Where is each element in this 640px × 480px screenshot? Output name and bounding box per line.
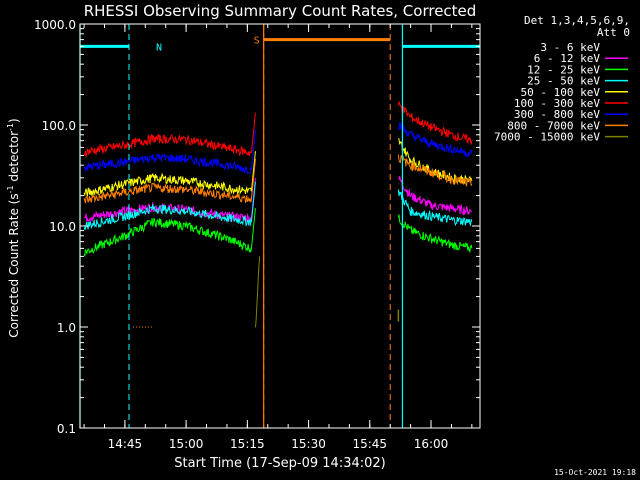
series-line	[83, 182, 252, 204]
series-line	[83, 204, 252, 230]
y-tick-label: 100.0	[42, 119, 76, 133]
x-tick-label: 15:45	[352, 437, 387, 451]
x-tick-label: 15:15	[230, 437, 265, 451]
x-axis-label: Start Time (17-Sep-09 14:34:02)	[174, 456, 385, 471]
series-line	[83, 217, 252, 257]
y-tick-label: 1.0	[57, 321, 76, 335]
legend-entry-label: 300 - 800 keV	[514, 108, 600, 121]
series-line	[83, 133, 252, 159]
series-spike	[250, 158, 256, 200]
plot-area: N S 0.1 1.0 10.0 100.0 1000.0 14:45 15:00 15:15 15…	[34, 18, 481, 451]
legend-entry-label: 100 - 300 keV	[514, 97, 600, 110]
legend-entry-label: 7000 - 15000 keV	[494, 131, 600, 144]
series-spike	[250, 112, 256, 153]
series-spike	[250, 208, 256, 249]
x-tick-label: 14:45	[108, 437, 143, 451]
series-line	[397, 189, 473, 227]
legend-entry-label: 3 - 6 keV	[540, 41, 600, 54]
series-line	[398, 175, 472, 216]
timestamp: 15-Oct-2021 19:18	[554, 468, 636, 477]
x-tick-label: 15:30	[291, 437, 326, 451]
series-line	[397, 101, 473, 145]
legend-entry-label: 50 - 100 keV	[521, 86, 601, 99]
legend-entry-label: 800 - 7000 keV	[507, 119, 600, 132]
series-line	[397, 137, 473, 185]
series-line	[397, 121, 473, 159]
legend-entry-label: 6 - 12 keV	[534, 52, 601, 65]
marker-label: S	[254, 36, 260, 47]
marker-label: N	[156, 42, 162, 53]
series-spike	[250, 151, 256, 192]
series-line	[83, 153, 252, 175]
series-line	[397, 214, 473, 254]
x-tick-label: 15:00	[169, 437, 204, 451]
series-spike	[250, 181, 256, 222]
series-line	[255, 256, 261, 328]
legend-att: Att 0	[597, 26, 630, 39]
series-line	[397, 154, 473, 188]
x-tick-label: 16:00	[414, 437, 449, 451]
y-tick-label: 1000.0	[34, 18, 76, 32]
series-spike	[250, 129, 256, 170]
y-tick-label: 0.1	[57, 422, 76, 436]
series-line	[83, 206, 252, 231]
legend-entry-label: 25 - 50 keV	[527, 75, 600, 88]
series-line	[83, 172, 252, 197]
y-axis-label: Corrected Count Rate (s-1 detector-1)	[6, 118, 21, 337]
y-tick-label: 10.0	[49, 220, 76, 234]
svg-text:Corrected Count Rate (s-1 dete: Corrected Count Rate (s-1 detector-1)	[6, 118, 21, 337]
chart-title: RHESSI Observing Summary Count Rates, Co…	[84, 2, 477, 20]
legend-entry-label: 12 - 25 keV	[527, 63, 600, 76]
legend-header: Det 1,3,4,5,6,9,	[524, 14, 630, 27]
